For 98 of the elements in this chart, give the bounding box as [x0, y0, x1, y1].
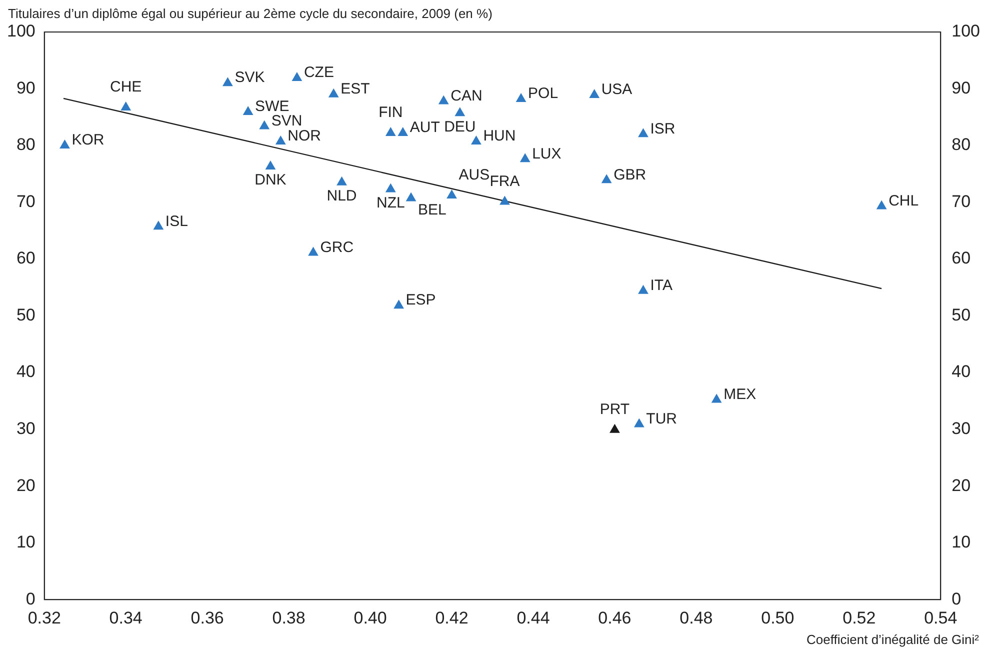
point	[222, 77, 233, 86]
annotation: DEU	[444, 118, 476, 136]
point	[520, 153, 530, 162]
y2-tick-label: 30	[952, 419, 971, 438]
point	[634, 418, 644, 428]
y-tick-label: 80	[16, 135, 36, 154]
point	[500, 196, 510, 205]
annotation: GRC	[320, 238, 354, 256]
y-tick-label: 100	[6, 22, 36, 41]
point	[876, 200, 887, 210]
x-tick-label: 0.38	[272, 608, 306, 628]
annotation: CZE	[304, 64, 334, 82]
point	[385, 183, 396, 192]
annotation: HUN	[483, 128, 516, 145]
annotation: BEL	[418, 201, 446, 218]
y2-tick-label: 70	[952, 192, 971, 211]
y2-tick-label: 40	[952, 362, 971, 382]
y2-tick-label: 100	[952, 22, 980, 41]
y-tick-label: 70	[16, 192, 36, 211]
x-tick-label: 0.42	[435, 608, 468, 628]
x-tick-label: 0.32	[28, 608, 61, 628]
annotation: USA	[601, 81, 632, 98]
y2-tick-label: 50	[952, 305, 971, 324]
annotation: AUS	[458, 166, 490, 184]
annotation: PRT	[600, 401, 630, 418]
point	[398, 127, 408, 136]
y-tick-label: 10	[16, 532, 36, 552]
point	[406, 192, 416, 202]
x-tick-label: 0.34	[109, 608, 142, 628]
annotation: ISL	[165, 212, 188, 230]
x-tick-label: 0.36	[190, 608, 224, 628]
annotation: NOR	[288, 128, 322, 145]
point	[638, 128, 648, 138]
point	[516, 92, 526, 102]
annotation: SVK	[234, 69, 265, 86]
point	[610, 424, 620, 433]
point	[242, 106, 254, 116]
point	[153, 220, 164, 230]
y2-tick-label: 90	[952, 78, 971, 98]
point	[292, 72, 302, 81]
annotation: ESP	[406, 292, 436, 309]
y2-tick-label: 60	[952, 248, 971, 268]
y-axis-title: Titulaires d’un diplôme égal ou supérieur au 2ème cycle du secondaire, 2009 (en %)	[8, 6, 492, 21]
point	[308, 246, 318, 256]
point	[336, 176, 347, 186]
y-tick-label: 60	[16, 248, 36, 268]
annotation: NZL	[376, 194, 405, 212]
x-tick-label: 0.52	[842, 608, 876, 628]
annotation: ITA	[650, 276, 672, 294]
point	[394, 300, 404, 309]
y2-tick-label: 80	[952, 135, 971, 154]
y-tick-label: 40	[16, 362, 36, 382]
point	[259, 120, 270, 130]
y-tick-label: 20	[16, 476, 36, 495]
x-tick-label: 0.44	[516, 608, 550, 628]
annotation: TUR	[646, 410, 678, 428]
x-axis-title: Coefficient d’inégalité de Gini²	[806, 632, 979, 647]
annotation: GBR	[614, 166, 646, 184]
annotation: CAN	[450, 87, 482, 104]
y-tick-label: 50	[16, 305, 36, 324]
annotation: MEX	[724, 386, 756, 403]
point	[385, 127, 396, 136]
annotation: ISR	[650, 120, 676, 138]
point	[471, 136, 482, 145]
annotation: AUT	[410, 119, 440, 136]
point	[446, 189, 457, 198]
point	[60, 140, 70, 149]
x-tick-label: 0.48	[680, 608, 713, 628]
annotation: CHE	[110, 78, 142, 96]
annotation: POL	[528, 85, 558, 102]
y-tick-label: 30	[16, 419, 36, 438]
y2-tick-label: 0	[952, 589, 962, 608]
point	[454, 107, 466, 116]
point	[265, 160, 276, 170]
annotation: DNK	[254, 172, 286, 189]
annotation: EST	[340, 80, 370, 98]
y-tick-label: 90	[16, 78, 36, 98]
point	[120, 101, 132, 110]
annotation: LUX	[532, 145, 562, 162]
point	[601, 174, 612, 184]
point	[438, 95, 449, 104]
point	[328, 88, 339, 98]
annotation: KOR	[72, 132, 104, 149]
x-tick-label: 0.46	[598, 608, 632, 628]
point	[275, 136, 286, 145]
annotation: FIN	[378, 104, 403, 122]
annotation: NLD	[326, 188, 357, 205]
point	[589, 89, 600, 98]
x-tick-label: 0.54	[924, 608, 958, 628]
annotation: FRA	[490, 172, 520, 190]
point	[638, 284, 648, 294]
point	[711, 394, 722, 403]
y2-tick-label: 10	[952, 532, 971, 552]
annotation: CHL	[888, 192, 919, 210]
x-tick-label: 0.50	[761, 608, 794, 628]
x-tick-label: 0.40	[354, 608, 387, 628]
y-tick-label: 0	[26, 589, 36, 608]
y2-tick-label: 20	[952, 476, 971, 495]
